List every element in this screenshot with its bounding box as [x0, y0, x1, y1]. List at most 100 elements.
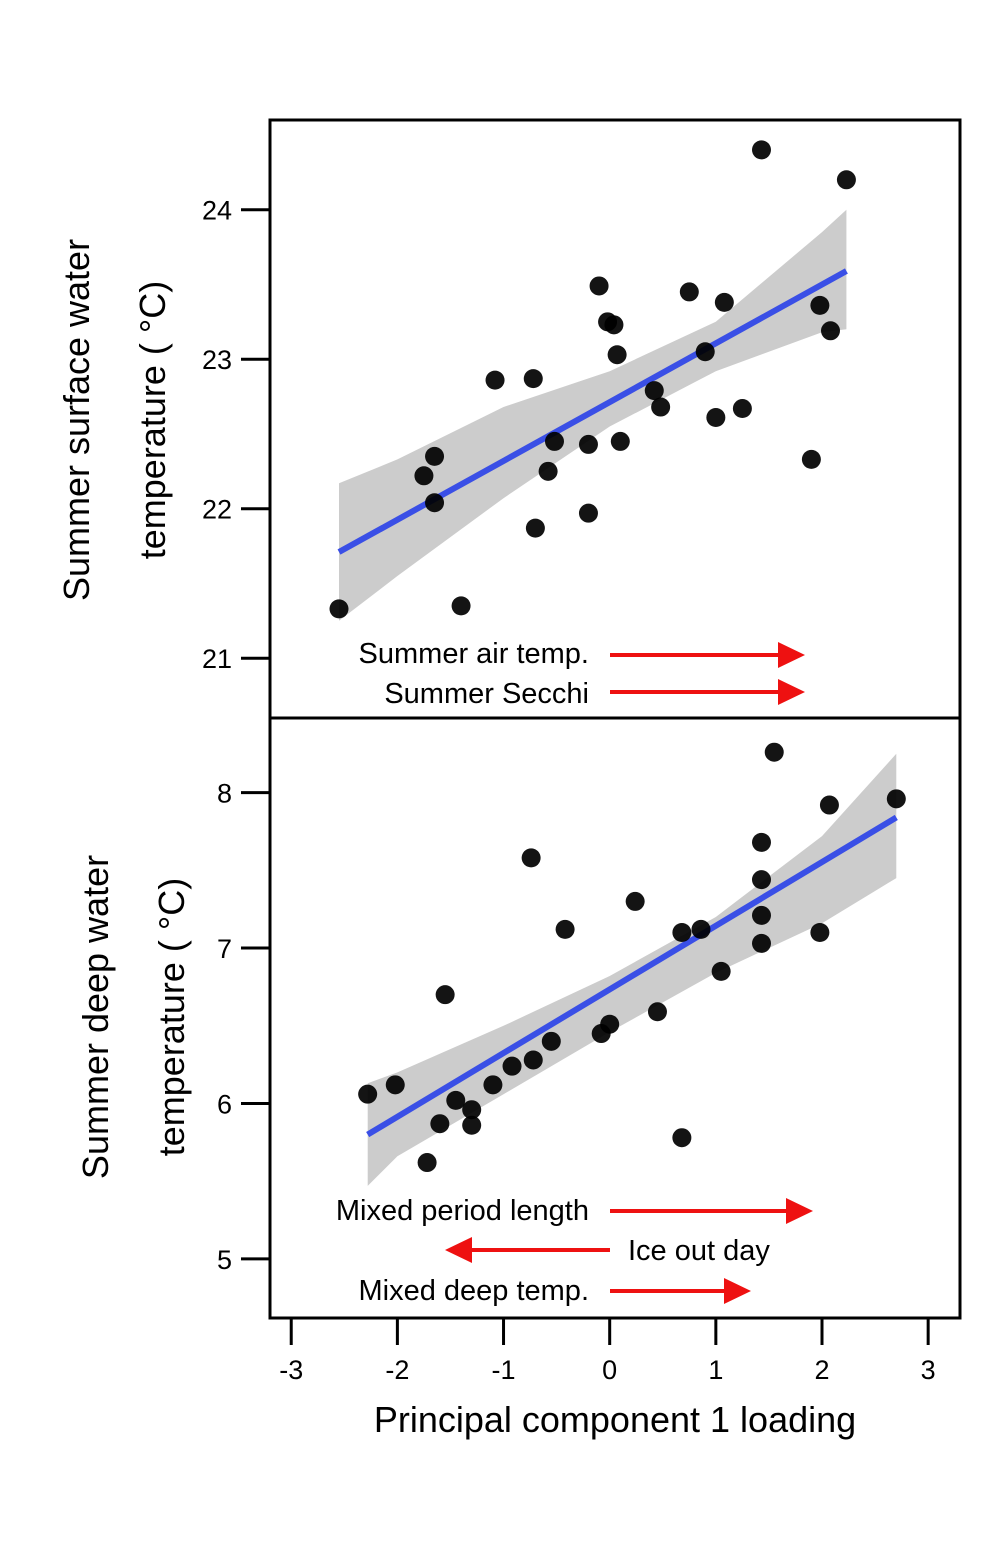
bottom-data-point	[819, 795, 839, 815]
top-y-tick-label: 21	[202, 644, 232, 674]
top-panel: 21 22 23 24 Summer surface water temperatur…	[56, 140, 856, 710]
bottom-data-point	[810, 923, 830, 943]
top-data-point	[538, 461, 558, 481]
annotation-label: Summer Secchi	[384, 678, 589, 710]
annotation-label: Ice out day	[628, 1235, 770, 1267]
bottom-yticks: 5 6 7 8	[217, 779, 270, 1275]
top-data-point	[485, 370, 505, 390]
annotation-label: Summer air temp.	[359, 638, 589, 670]
bottom-data-point	[672, 923, 692, 943]
top-data-point	[695, 342, 715, 362]
top-data-point	[820, 321, 840, 341]
x-tick-label: -2	[385, 1355, 409, 1385]
bottom-data-point	[462, 1115, 482, 1135]
top-y-tick-label: 22	[202, 495, 232, 525]
top-data-point	[578, 434, 598, 454]
bottom-data-point	[764, 742, 784, 762]
right-arrowhead-icon	[786, 1198, 813, 1224]
right-arrowhead-icon	[724, 1278, 751, 1304]
x-tick-label: 2	[814, 1355, 829, 1385]
top-y-axis-title-line1: Summer surface water	[56, 239, 97, 601]
annotation-mixed-deep-temp: Mixed deep temp.	[358, 1275, 751, 1307]
top-data-point	[525, 518, 545, 538]
bottom-points-layer	[358, 742, 906, 1173]
bottom-data-point	[886, 789, 906, 809]
bottom-data-point	[672, 1128, 692, 1148]
bottom-y-axis-title-line2: temperature ( °C)	[151, 878, 192, 1156]
bottom-data-point	[385, 1075, 405, 1095]
top-data-point	[451, 596, 471, 616]
bottom-y-axis-title-line1: Summer deep water	[75, 855, 116, 1179]
bottom-data-point	[502, 1056, 522, 1076]
x-tick-label: 1	[708, 1355, 723, 1385]
x-axis-ticks: -3 -2 -1 0 1 2 3	[279, 1318, 936, 1385]
top-data-point	[751, 140, 771, 160]
top-data-point	[589, 276, 609, 296]
annotation-label: Mixed deep temp.	[358, 1275, 589, 1307]
top-data-point	[836, 170, 856, 190]
top-points-layer	[329, 140, 856, 619]
top-y-tick-label: 23	[202, 345, 232, 375]
x-tick-label: 3	[921, 1355, 936, 1385]
top-data-point	[578, 503, 598, 523]
top-data-point	[607, 345, 627, 365]
top-fit-line	[337, 268, 848, 555]
bottom-data-point	[358, 1084, 378, 1104]
bottom-data-point	[751, 905, 771, 925]
top-data-point	[714, 292, 734, 312]
bottom-data-point	[600, 1014, 620, 1034]
top-data-point	[679, 282, 699, 302]
top-fit-layer	[337, 268, 848, 555]
bottom-data-point	[446, 1090, 466, 1110]
annotation-summer-secchi: Summer Secchi	[384, 678, 805, 710]
bottom-ci-band-layer	[367, 753, 897, 1186]
top-data-point	[523, 369, 543, 389]
bottom-data-point	[691, 919, 711, 939]
bottom-data-point	[523, 1050, 543, 1070]
top-data-point	[706, 408, 726, 428]
top-data-point	[644, 381, 664, 401]
bottom-data-point	[430, 1114, 450, 1134]
top-y-axis-title-line2: temperature ( °C)	[132, 281, 173, 559]
top-data-point	[610, 431, 630, 451]
bottom-fit-layer	[366, 814, 898, 1138]
annotation-ice-out-day: Ice out day	[445, 1235, 770, 1267]
x-axis-title: Principal component 1 loading	[374, 1399, 856, 1440]
bottom-data-point	[541, 1031, 561, 1051]
bottom-data-point	[751, 870, 771, 890]
top-data-point	[544, 431, 564, 451]
x-tick-label: -3	[279, 1355, 303, 1385]
top-data-point	[414, 466, 434, 486]
bottom-data-point	[483, 1075, 503, 1095]
top-data-point	[732, 399, 752, 419]
top-confidence-band	[339, 209, 847, 621]
top-data-point	[329, 599, 349, 619]
bottom-data-point	[462, 1100, 482, 1120]
top-data-point	[651, 397, 671, 417]
top-data-point	[810, 295, 830, 315]
bottom-data-point	[435, 985, 455, 1005]
bottom-data-point	[417, 1153, 437, 1173]
annotation-label: Mixed period length	[336, 1195, 589, 1227]
top-data-point	[425, 493, 445, 513]
left-arrowhead-icon	[445, 1237, 472, 1263]
bottom-confidence-band	[367, 753, 897, 1186]
bottom-data-point	[555, 919, 575, 939]
bottom-y-tick-label: 8	[217, 779, 232, 809]
bottom-data-point	[647, 1002, 667, 1022]
bottom-data-point	[751, 933, 771, 953]
top-ci-band-layer	[339, 209, 847, 621]
bottom-y-tick-label: 6	[217, 1089, 232, 1119]
right-arrowhead-icon	[778, 642, 805, 668]
x-tick-label: -1	[492, 1355, 516, 1385]
bottom-y-tick-label: 7	[217, 934, 232, 964]
bottom-panel: 5 6 7 8 -3 -2 -1 0 1 2 3 Summer deep water temper…	[75, 742, 936, 1440]
annotation-mixed-period-length: Mixed period length	[336, 1195, 813, 1227]
bottom-fit-line	[366, 814, 898, 1138]
x-tick-label: 0	[602, 1355, 617, 1385]
top-data-point	[604, 315, 624, 335]
right-arrowhead-icon	[778, 679, 805, 705]
bottom-y-tick-label: 5	[217, 1245, 232, 1275]
annotation-summer-air-temp: Summer air temp.	[359, 638, 805, 670]
bottom-data-point	[625, 891, 645, 911]
